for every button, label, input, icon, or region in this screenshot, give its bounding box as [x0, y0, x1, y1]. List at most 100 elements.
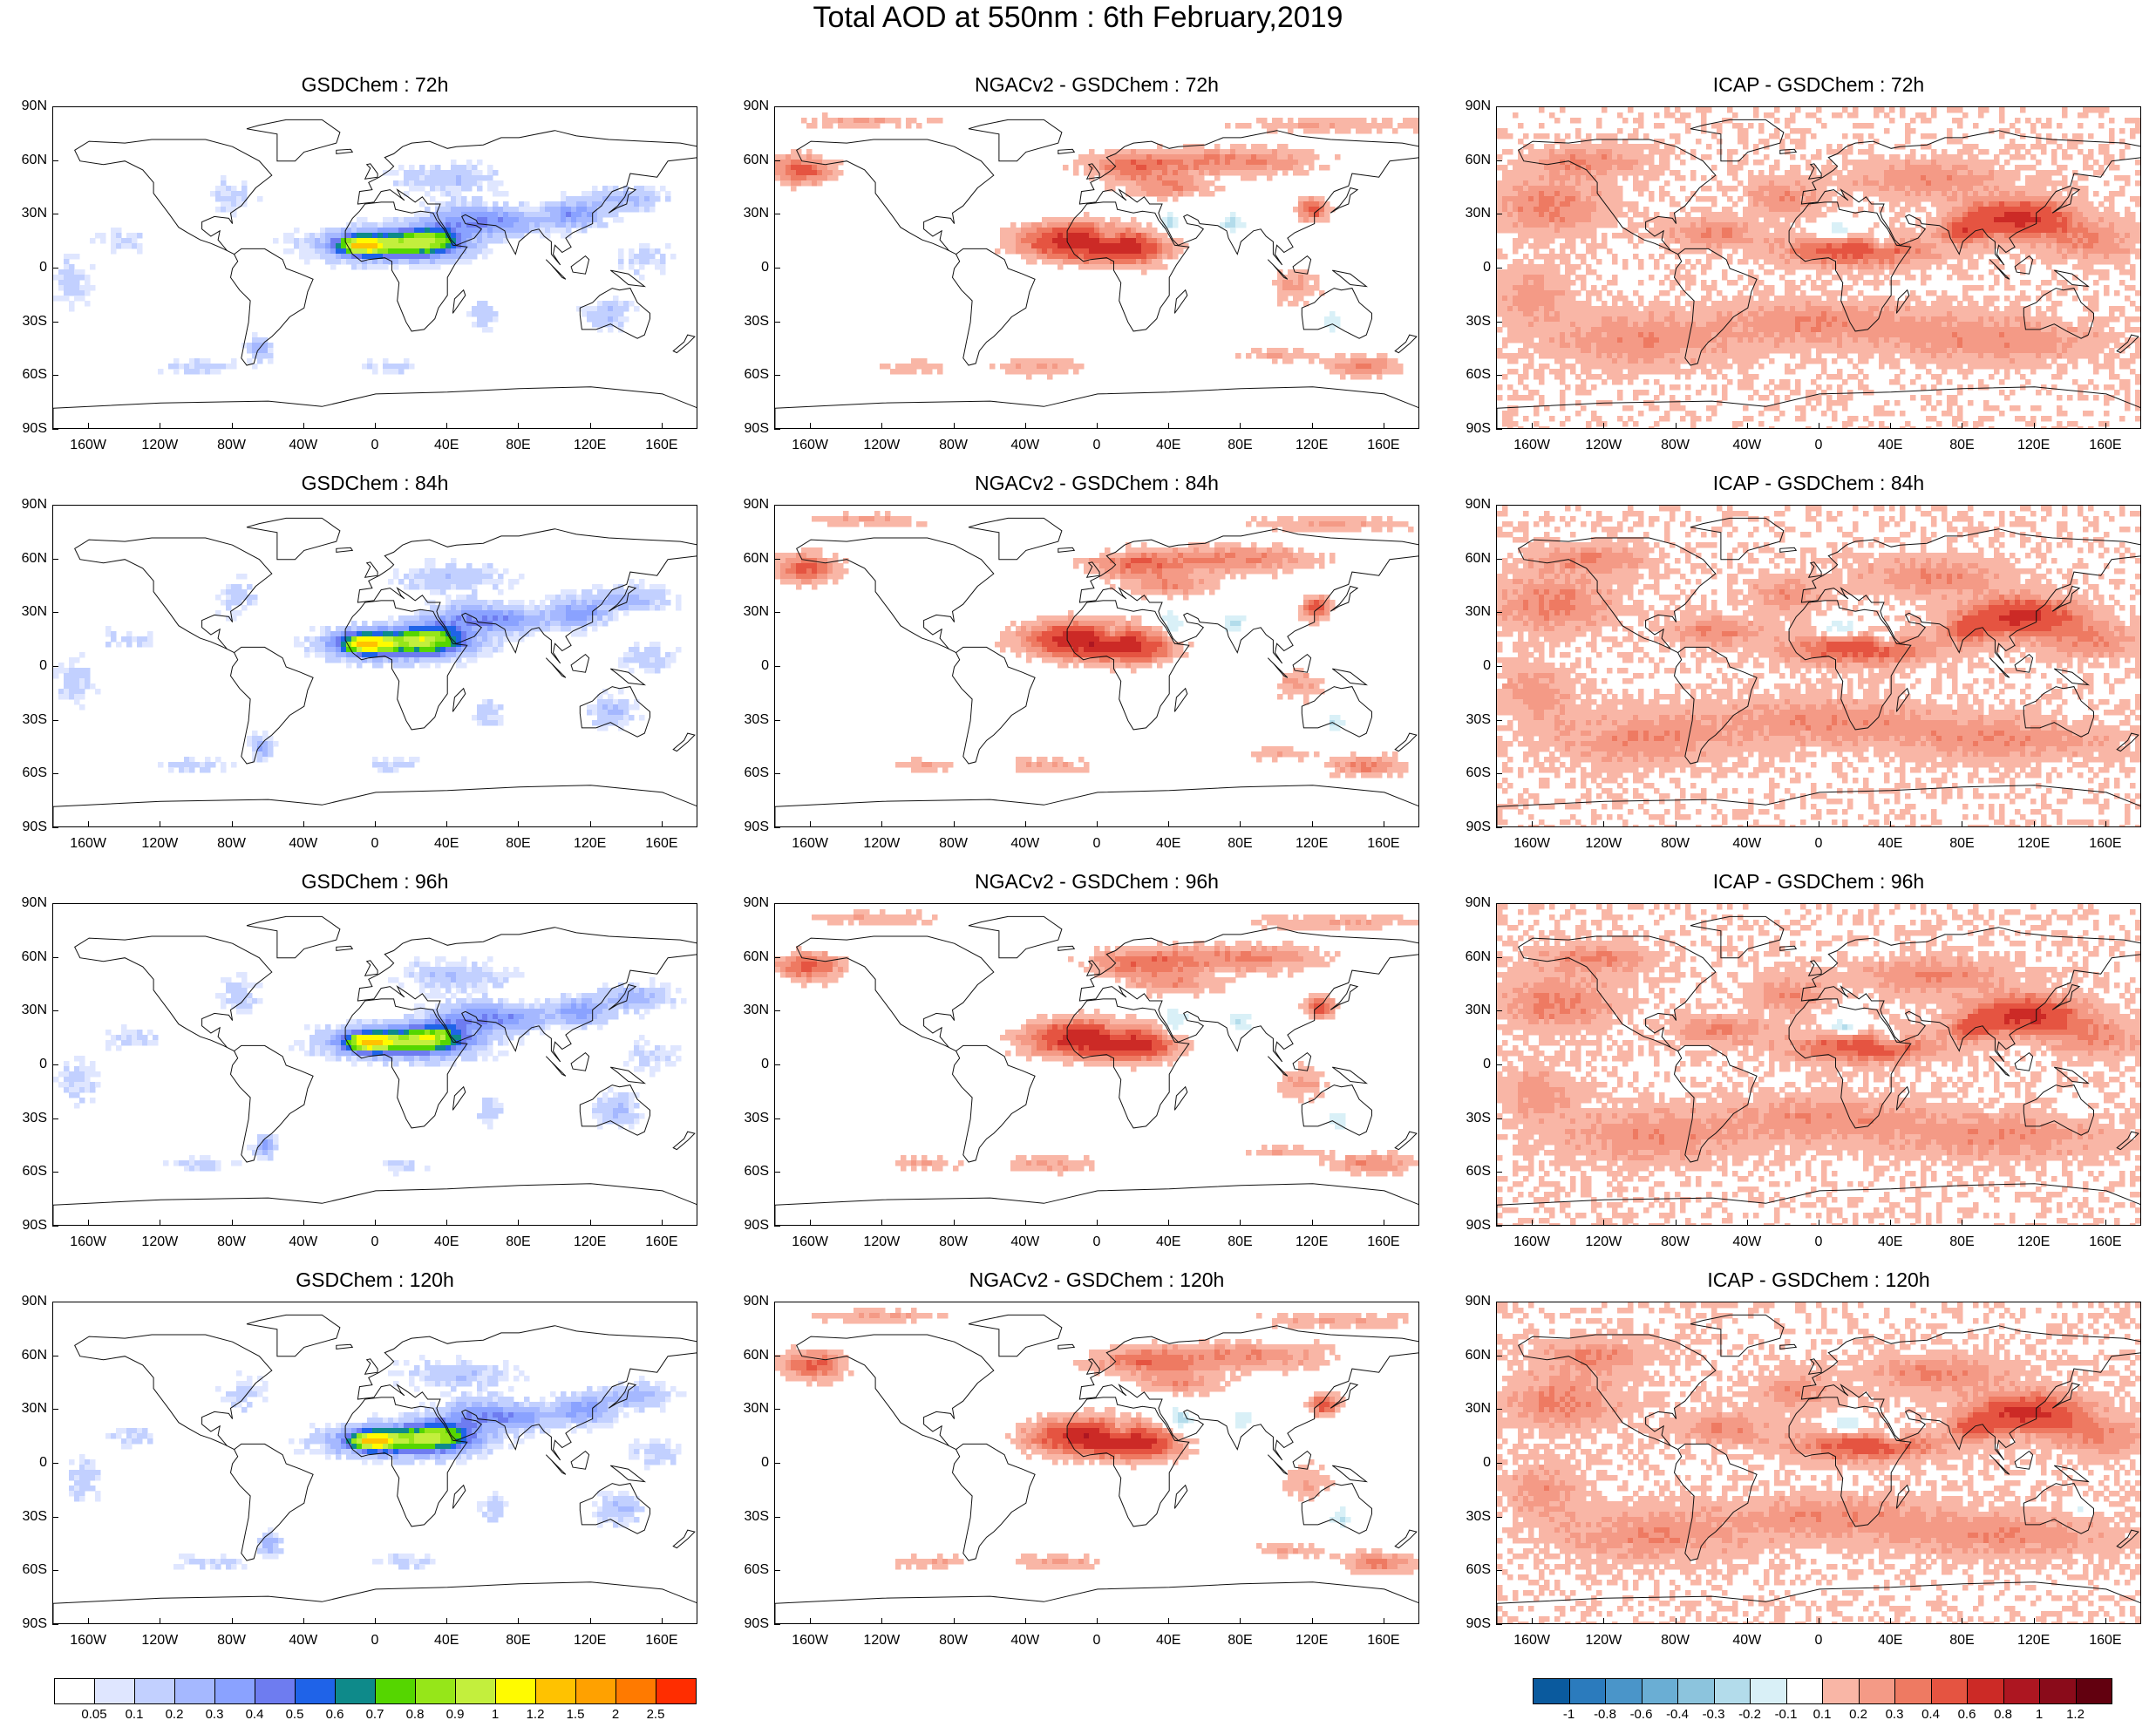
- coastline: [1292, 1450, 1312, 1470]
- colorbar-swatch: [255, 1678, 296, 1704]
- latitude-label: 60N: [12, 551, 47, 566]
- coastline: [1066, 600, 1190, 731]
- coastline: [1267, 259, 1289, 280]
- colorbar-label: 0.05: [77, 1708, 112, 1722]
- longitude-label: 40E: [420, 1633, 473, 1649]
- coastline: [53, 386, 697, 428]
- longitude-tick: [1746, 821, 1748, 827]
- map-canvas: [1497, 1302, 2140, 1623]
- coastline: [1989, 1056, 2010, 1077]
- longitude-tick: [881, 1618, 883, 1624]
- map-canvas: [1497, 904, 2140, 1225]
- coastline: [246, 915, 341, 959]
- coastline: [1518, 935, 1717, 1052]
- colorbar-swatch: [1785, 1678, 1823, 1704]
- coastline: [1779, 148, 1798, 154]
- world-map: [1496, 505, 2141, 827]
- latitude-label: 90S: [734, 1219, 769, 1233]
- coastline: [610, 1066, 647, 1084]
- world-map: [52, 106, 697, 429]
- longitude-label: 160W: [784, 836, 836, 852]
- longitude-tick: [446, 1618, 448, 1624]
- coastline: [1800, 528, 2140, 664]
- panel-title: ICAP - GSDChem : 84h: [1496, 472, 2141, 494]
- coastline: [775, 386, 1418, 428]
- latitude-tick: [774, 1118, 780, 1119]
- coastline: [1518, 537, 1717, 654]
- latitude-tick: [774, 719, 780, 721]
- panel-title: GSDChem : 120h: [52, 1268, 697, 1291]
- coastline: [2116, 334, 2139, 354]
- coastline: [1085, 1358, 1100, 1375]
- colorbar-swatch: [214, 1678, 255, 1704]
- colorbar-label: 0.4: [1914, 1708, 1949, 1722]
- latitude-label: 60N: [1456, 551, 1491, 566]
- latitude-tick: [52, 160, 58, 161]
- longitude-tick: [1024, 1618, 1026, 1624]
- longitude-label: 0: [1071, 438, 1123, 453]
- longitude-tick: [1890, 423, 1892, 429]
- latitude-tick: [774, 773, 780, 775]
- longitude-tick: [375, 821, 376, 827]
- panel-title: NGACv2 - GSDChem : 84h: [774, 472, 1419, 494]
- world-map: [774, 106, 1419, 429]
- longitude-label: 0: [349, 836, 401, 852]
- coastline: [344, 600, 468, 731]
- colorbar-label: -0.6: [1624, 1708, 1659, 1722]
- longitude-label: 40E: [1864, 1234, 1916, 1250]
- world-map: [774, 505, 1419, 827]
- latitude-tick: [1496, 903, 1502, 904]
- longitude-tick: [375, 1618, 376, 1624]
- latitude-tick: [1496, 1516, 1502, 1518]
- latitude-label: 30N: [12, 1402, 47, 1416]
- longitude-tick: [881, 821, 883, 827]
- coastline: [1807, 163, 1822, 180]
- latitude-tick: [52, 903, 58, 904]
- colorbar-swatch: [1568, 1678, 1606, 1704]
- latitude-tick: [774, 321, 780, 323]
- coastline: [357, 528, 697, 664]
- longitude-label: 40E: [1864, 1633, 1916, 1649]
- longitude-tick: [589, 1618, 591, 1624]
- latitude-label: 90N: [1456, 99, 1491, 113]
- coastline: [336, 148, 354, 154]
- colorbar-swatch: [575, 1678, 616, 1704]
- latitude-label: 90N: [1456, 896, 1491, 910]
- coastline: [2051, 187, 2081, 214]
- longitude-label: 160W: [62, 836, 114, 852]
- latitude-tick: [774, 1624, 780, 1625]
- longitude-label: 160W: [1506, 836, 1558, 852]
- colorbar-swatch: [1641, 1678, 1678, 1704]
- latitude-tick: [52, 429, 58, 430]
- longitude-label: 40W: [1721, 1633, 1773, 1649]
- latitude-tick: [52, 612, 58, 614]
- latitude-tick: [1496, 106, 1502, 107]
- coastline: [1301, 686, 1372, 738]
- latitude-tick: [774, 666, 780, 667]
- latitude-tick: [52, 558, 58, 560]
- latitude-tick: [52, 1463, 58, 1464]
- longitude-tick: [1097, 1618, 1098, 1624]
- colorbar-label: 0.2: [1841, 1708, 1876, 1722]
- map-canvas: [1497, 506, 2140, 826]
- latitude-label: 90S: [12, 1617, 47, 1631]
- latitude-label: 60N: [1456, 1348, 1491, 1363]
- latitude-tick: [1496, 1409, 1502, 1411]
- latitude-tick: [1496, 956, 1502, 958]
- longitude-label: 160E: [2079, 1633, 2132, 1649]
- longitude-tick: [2105, 821, 2106, 827]
- longitude-label: 160W: [1506, 438, 1558, 453]
- coastline: [1330, 187, 1359, 214]
- longitude-label: 0: [1071, 836, 1123, 852]
- coastline: [1788, 600, 1912, 731]
- coastline: [1085, 163, 1100, 180]
- coastline: [968, 517, 1063, 561]
- longitude-tick: [810, 1618, 812, 1624]
- latitude-tick: [1496, 827, 1502, 828]
- map-panel: GSDChem : 72h 90N 60N 30N 0 30S 60S 90S 160W 120W…: [22, 73, 697, 452]
- longitude-tick: [1746, 1618, 1748, 1624]
- coastline: [452, 289, 466, 314]
- coastline: [1800, 927, 2140, 1063]
- longitude-tick: [2033, 423, 2035, 429]
- coastline: [1078, 927, 1418, 1063]
